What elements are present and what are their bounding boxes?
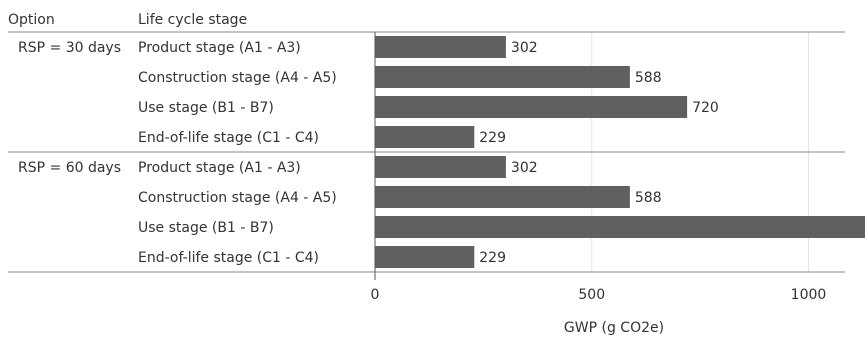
bar <box>375 36 506 58</box>
x-tick-label: 0 <box>371 287 380 303</box>
bar-value-label: 229 <box>479 130 506 146</box>
option-header: Option <box>8 12 55 28</box>
option-label: RSP = 30 days <box>18 40 121 56</box>
bar <box>375 156 506 178</box>
bar <box>375 186 630 208</box>
option-label: RSP = 60 days <box>18 160 121 176</box>
stage-label: Product stage (A1 - A3) <box>138 40 301 56</box>
stage-label: Use stage (B1 - B7) <box>138 100 274 116</box>
chart-rows: RSP = 30 days Product stage (A1 - A3) 302 C… <box>8 31 865 273</box>
stage-label: End-of-life stage (C1 - C4) <box>138 250 319 266</box>
bar-value-label: 229 <box>479 250 506 266</box>
stage-label: Product stage (A1 - A3) <box>138 160 301 176</box>
bar <box>375 246 475 268</box>
stage-label: Construction stage (A4 - A5) <box>138 190 337 206</box>
stage-label: End-of-life stage (C1 - C4) <box>138 130 319 146</box>
bar-value-label: 720 <box>692 100 719 116</box>
x-axis: 0500100015002000 <box>371 32 827 303</box>
bar-value-label: 588 <box>635 190 662 206</box>
x-axis-label: GWP (g CO2e) <box>564 320 664 336</box>
stage-header: Life cycle stage <box>138 12 247 28</box>
bar-value-label: 302 <box>511 40 538 56</box>
bar <box>375 66 630 88</box>
stage-label: Construction stage (A4 - A5) <box>138 70 337 86</box>
table-headers: Option Life cycle stage <box>8 12 247 28</box>
bar <box>375 96 688 118</box>
bar-value-label: 302 <box>511 160 538 176</box>
bar-value-label: 588 <box>635 70 662 86</box>
stage-label: Use stage (B1 - B7) <box>138 220 274 236</box>
bar <box>375 216 865 238</box>
x-tick-label: 500 <box>578 287 605 303</box>
x-tick-label: 1000 <box>791 287 827 303</box>
bar <box>375 126 475 148</box>
